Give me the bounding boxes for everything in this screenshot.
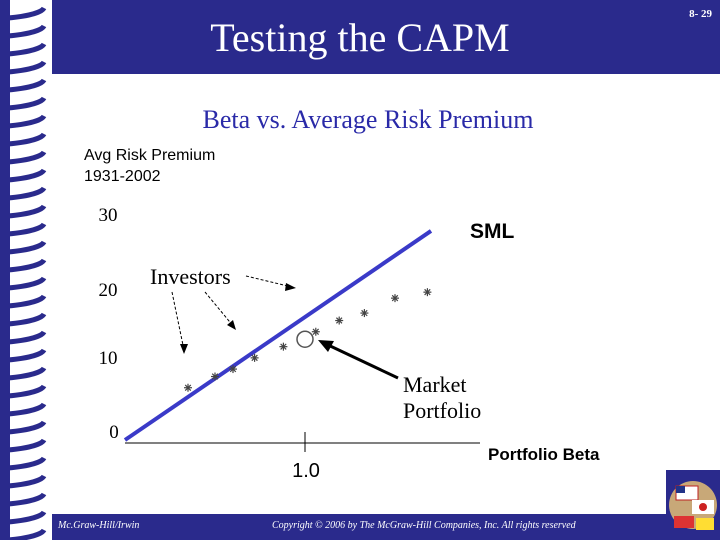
- spiral-ring: [7, 240, 47, 255]
- x-axis-label: Portfolio Beta: [488, 445, 600, 464]
- spiral-ring: [7, 276, 47, 291]
- spiral-ring: [7, 294, 47, 309]
- market-portfolio-marker-group: [296, 330, 314, 348]
- spiral-ring: [7, 510, 47, 525]
- spiral-ring: [7, 6, 47, 21]
- market-arrow-line: [325, 342, 399, 380]
- data-point: [184, 383, 192, 392]
- spiral-ring: [7, 438, 47, 453]
- footer-copyright: Copyright © 2006 by The McGraw-Hill Comp…: [272, 520, 576, 531]
- data-point: [211, 372, 219, 381]
- y-tick-label: 10: [99, 348, 118, 369]
- spiral-binding-icon: [0, 0, 52, 540]
- spiral-ring: [7, 258, 47, 273]
- x-tick-label: 1.0: [292, 460, 320, 482]
- spiral-ring: [7, 366, 47, 381]
- footer-band: [0, 514, 720, 540]
- spiral-ring: [7, 492, 47, 507]
- sml-label: SML: [470, 220, 515, 243]
- spiral-ring: [7, 186, 47, 201]
- spiral-ring: [7, 150, 47, 165]
- data-points: [184, 288, 432, 392]
- spiral-ring: [7, 204, 47, 219]
- data-point: [391, 294, 399, 303]
- y-tick-label: 20: [99, 280, 118, 301]
- data-point: [335, 316, 344, 325]
- spiral-ring: [7, 24, 47, 39]
- data-point: [250, 353, 259, 362]
- y-tick-label: 30: [99, 205, 118, 226]
- data-point: [423, 288, 432, 297]
- investors-arrows: [171, 275, 293, 351]
- market-portfolio-marker: [296, 330, 314, 348]
- spiral-ring: [7, 330, 47, 345]
- flags-logo-icon: [666, 470, 720, 540]
- sml-line: [123, 229, 433, 442]
- data-point: [360, 309, 369, 318]
- spiral-ring: [7, 78, 47, 93]
- spiral-ring: [7, 132, 47, 147]
- spiral-ring: [7, 312, 47, 327]
- y-tick-label: 0: [109, 422, 119, 443]
- market-arrow-head: [318, 340, 334, 352]
- data-point: [311, 327, 320, 336]
- spiral-ring: [7, 42, 47, 57]
- footer-publisher: Mc.Graw-Hill/Irwin: [58, 520, 140, 531]
- data-point: [229, 365, 237, 374]
- spiral-ring: [7, 222, 47, 237]
- slide-number: 8- 29: [689, 8, 712, 20]
- spiral-ring: [7, 420, 47, 435]
- investors-arrowheads: [180, 283, 296, 354]
- spiral-ring: [7, 474, 47, 489]
- data-point: [279, 342, 288, 351]
- spiral-ring: [7, 384, 47, 399]
- market-portfolio-label: Market: [403, 372, 467, 397]
- market-portfolio-label: Portfolio: [403, 398, 481, 423]
- spiral-ring: [7, 60, 47, 75]
- chart-title: Beta vs. Average Risk Premium: [203, 105, 534, 134]
- spiral-ring: [7, 96, 47, 111]
- spiral-ring: [7, 168, 47, 183]
- slide-title: Testing the CAPM: [210, 15, 510, 60]
- y-axis-label-line2: 1931-2002: [84, 168, 161, 185]
- title-band: [0, 0, 720, 74]
- spiral-ring: [7, 528, 47, 540]
- y-axis-label-line1: Avg Risk Premium: [84, 147, 215, 164]
- spiral-ring: [7, 114, 47, 129]
- spiral-ring: [7, 456, 47, 471]
- spiral-ring: [7, 348, 47, 363]
- spiral-ring: [7, 402, 47, 417]
- investors-label: Investors: [150, 264, 231, 289]
